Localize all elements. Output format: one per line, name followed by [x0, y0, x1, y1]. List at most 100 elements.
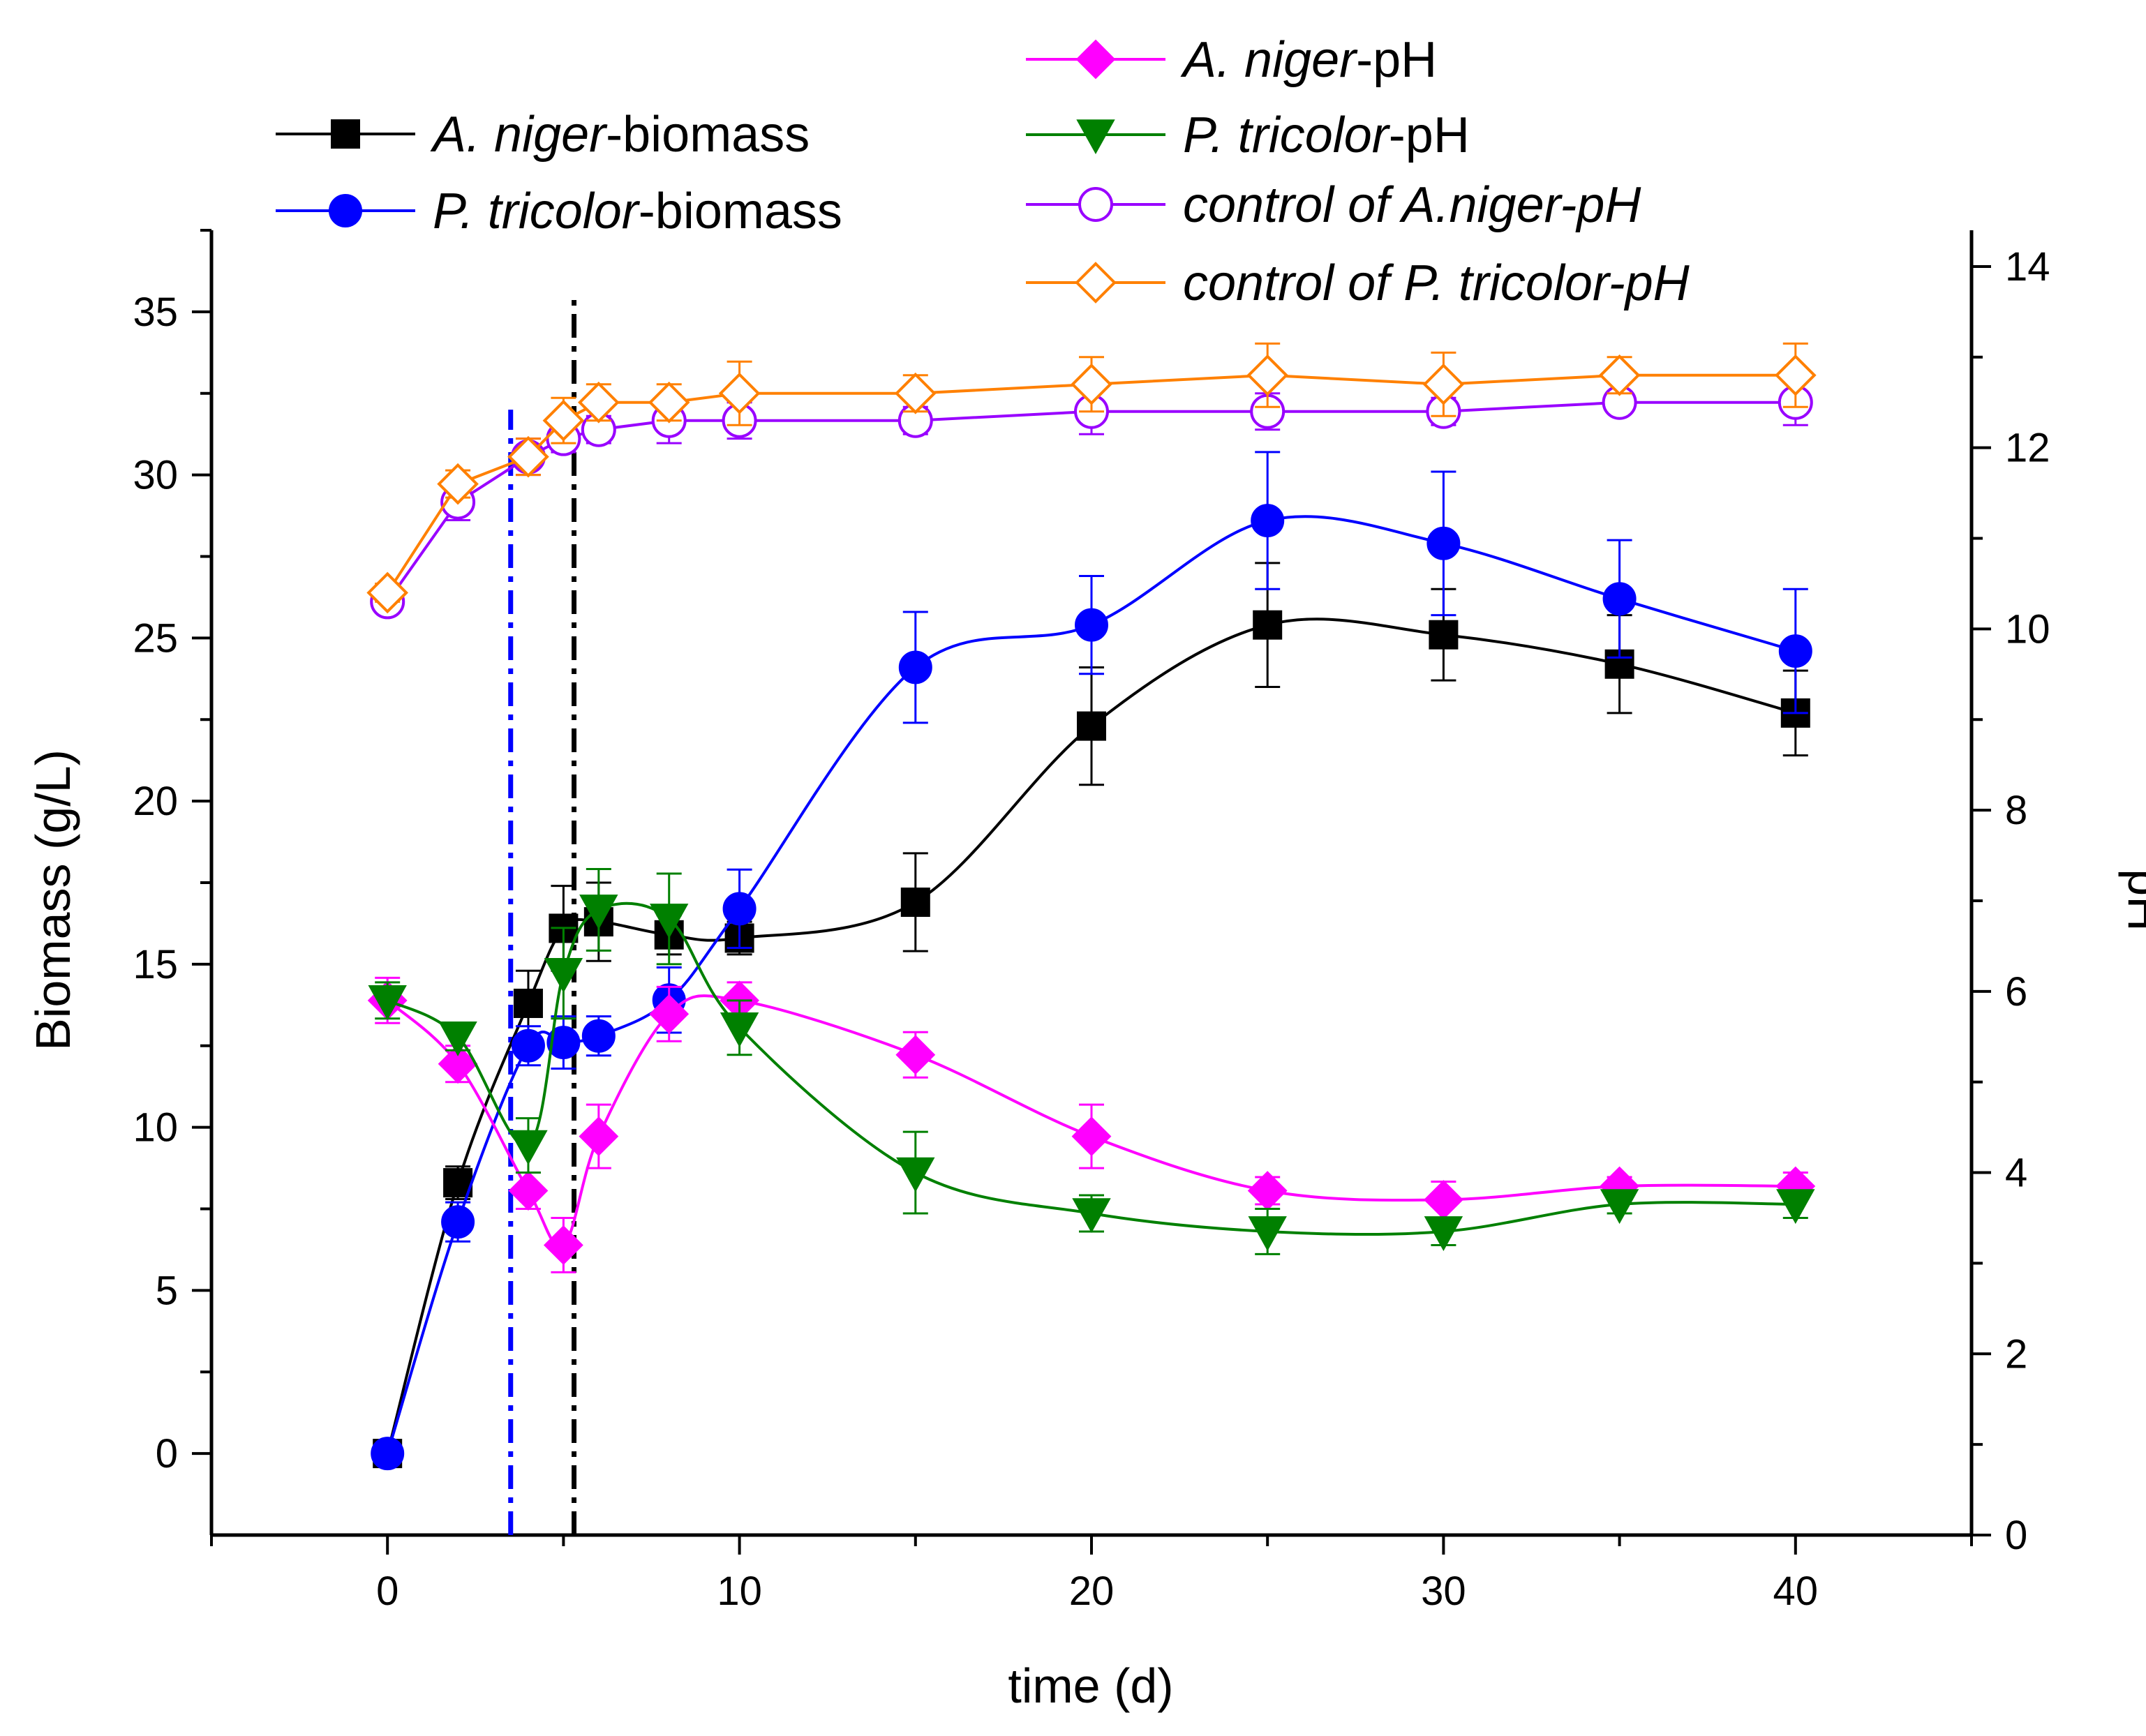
- x-tick-label: 20: [1069, 1569, 1115, 1614]
- x-axis-title: time (d): [1008, 1659, 1173, 1713]
- legend-label-suffix: -pH: [1356, 32, 1437, 88]
- legend-marker: [329, 194, 362, 227]
- legend-marker: [1076, 119, 1115, 155]
- data-point: [368, 985, 407, 1020]
- data-point: [1246, 354, 1289, 396]
- data-point: [718, 372, 761, 414]
- data-point: [1778, 634, 1812, 668]
- data-point: [1600, 1189, 1639, 1225]
- data-point: [894, 372, 937, 414]
- legend-label: A. niger-biomass: [430, 107, 810, 163]
- data-point: [649, 994, 690, 1034]
- legend-label: P. tricolor-biomass: [433, 184, 842, 239]
- data-point: [511, 1028, 545, 1063]
- y-right-tick-label: 10: [2005, 606, 2050, 652]
- y-left-tick-label: 0: [156, 1431, 178, 1476]
- y-right-tick-label: 0: [2005, 1513, 2027, 1558]
- x-tick-label: 10: [717, 1569, 762, 1614]
- data-point: [513, 988, 543, 1018]
- data-point: [544, 958, 583, 993]
- legend-label: P. tricolor-pH: [1183, 107, 1470, 163]
- y-left-tick-label: 25: [133, 615, 178, 661]
- data-point: [371, 1437, 405, 1471]
- series-3: [368, 868, 1815, 1255]
- data-point: [581, 1019, 616, 1053]
- legend-label-italic: P. tricolor: [433, 184, 641, 239]
- series-5: [366, 342, 1817, 614]
- data-point: [1424, 1216, 1463, 1252]
- legend-marker: [331, 119, 360, 149]
- data-point: [898, 650, 932, 684]
- y-left-tick-label: 30: [133, 453, 178, 498]
- y-right-tick-label: 2: [2005, 1331, 2027, 1377]
- legend-marker: [1075, 262, 1117, 304]
- legend-label-italic: control of P. tricolor-pH: [1183, 255, 1690, 311]
- data-point: [1253, 610, 1283, 640]
- data-point: [1075, 608, 1108, 642]
- data-point: [438, 1021, 477, 1056]
- legend-entry-4: control of A.niger-pH: [1026, 177, 1641, 233]
- y-axis-right-title: pH: [2118, 869, 2146, 931]
- data-point: [579, 1116, 619, 1157]
- legend-marker: [1078, 187, 1113, 222]
- legend-label-suffix: -biomass: [606, 107, 810, 163]
- x-tick-label: 0: [376, 1569, 398, 1614]
- y-axis-left-title: Biomass (g/L): [26, 749, 80, 1051]
- data-point: [1248, 1216, 1287, 1252]
- data-point: [648, 381, 690, 424]
- data-point: [1251, 504, 1285, 538]
- y-left-tick-label: 5: [156, 1268, 178, 1313]
- y-left-tick-label: 10: [133, 1105, 178, 1151]
- legend-label: A. niger-pH: [1180, 32, 1437, 88]
- data-point: [720, 1012, 759, 1047]
- data-point: [1077, 711, 1106, 741]
- y-right-tick-label: 8: [2005, 788, 2027, 833]
- data-point: [508, 1171, 549, 1211]
- y-left-tick-label: 35: [133, 290, 178, 335]
- data-point: [507, 435, 549, 478]
- data-point: [509, 1130, 548, 1165]
- series-line: [386, 618, 1796, 1454]
- data-point: [1071, 363, 1112, 405]
- data-point: [1598, 354, 1641, 396]
- data-point: [895, 1035, 936, 1075]
- data-point: [366, 571, 409, 614]
- legend-label-italic: control of A.niger-pH: [1183, 177, 1641, 233]
- legend-label-italic: A. niger: [1180, 32, 1358, 88]
- legend-marker: [1075, 39, 1116, 80]
- data-point: [1429, 620, 1459, 650]
- data-point: [1776, 1189, 1815, 1225]
- y-right-tick-label: 6: [2005, 969, 2027, 1015]
- axes: 0 10 20 30 40 0 5 10 15 20 25 30 35 0 2 4 6 8 10 12 14: [133, 229, 2050, 1614]
- data-point: [437, 463, 479, 505]
- data-point: [578, 381, 620, 424]
- y-right-tick-label: 14: [2005, 244, 2050, 290]
- legend-entry-1: P. tricolor-biomass: [276, 184, 842, 239]
- data-point: [1602, 582, 1637, 616]
- data-point: [443, 1168, 473, 1198]
- data-point: [896, 1157, 935, 1192]
- legend-entry-0: A. niger-biomass: [276, 107, 810, 163]
- data-point: [722, 892, 757, 926]
- plot-area: [366, 342, 1817, 1471]
- data-point: [438, 1044, 478, 1084]
- series-line: [386, 515, 1796, 1454]
- data-point: [441, 1205, 475, 1239]
- legend-entry-3: P. tricolor-pH: [1026, 107, 1470, 163]
- data-point: [1426, 526, 1461, 560]
- data-point: [1071, 1116, 1112, 1157]
- legend-label-suffix: -biomass: [639, 184, 842, 239]
- legend-label-italic: P. tricolor: [1183, 107, 1391, 163]
- legend-entry-5: control of P. tricolor-pH: [1026, 255, 1690, 311]
- legend-label-suffix: -pH: [1389, 107, 1470, 163]
- legend-label: control of P. tricolor-pH: [1183, 255, 1690, 311]
- legend-label: control of A.niger-pH: [1183, 177, 1641, 233]
- data-point: [546, 1026, 581, 1060]
- series-1: [371, 451, 1812, 1471]
- data-point: [650, 904, 689, 939]
- legend-label-italic: A. niger: [430, 107, 608, 163]
- data-point: [1422, 363, 1465, 405]
- y-left-tick-label: 15: [133, 942, 178, 987]
